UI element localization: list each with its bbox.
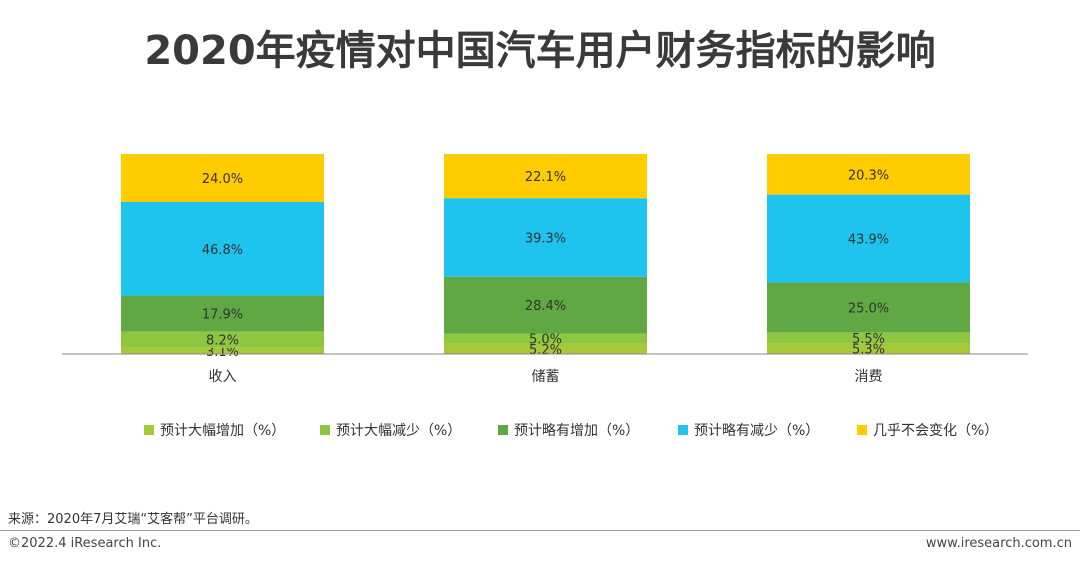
bar-segment-1-1 [444, 333, 647, 344]
data-label-1-3: 39.3% [525, 232, 566, 247]
copyright-text: ©2022.4 iResearch Inc. [8, 536, 162, 551]
bar-segment-0-1 [121, 331, 324, 348]
website-link[interactable]: www.iresearch.com.cn [925, 536, 1072, 551]
chart-legend: 预计大幅增加（%） 预计大幅减少（%） 预计略有增加（%） 预计略有减少（%） 几乎不会… [0, 420, 1080, 444]
bar-segment-1-3 [444, 198, 647, 277]
bar-segment-1-0 [444, 343, 647, 354]
bar-segment-2-1 [767, 332, 970, 344]
data-label-0-1: 8.2% [206, 334, 239, 349]
data-label-2-4: 20.3% [848, 168, 889, 183]
category-label-0: 收入 [209, 369, 237, 385]
bar-segment-0-3 [121, 202, 324, 296]
legend-item-4: 几乎不会变化（%） [857, 420, 998, 440]
category-label-2: 消费 [855, 369, 883, 385]
data-label-0-3: 46.8% [202, 243, 243, 258]
data-label-1-1: 5.0% [529, 333, 562, 348]
legend-label: 预计略有减少（%） [694, 423, 820, 439]
data-label-1-2: 28.4% [525, 299, 566, 314]
legend-label: 预计大幅减少（%） [336, 423, 462, 439]
bar-segment-2-3 [767, 194, 970, 283]
legend-swatch [678, 425, 688, 435]
footer-divider [0, 530, 1080, 531]
legend-swatch [857, 425, 867, 435]
bar-segment-2-2 [767, 282, 970, 333]
data-label-2-3: 43.9% [848, 233, 889, 248]
data-label-0-0: 3.1% [206, 345, 239, 360]
legend-item-1: 预计大幅减少（%） [320, 420, 461, 440]
legend-label: 预计大幅增加（%） [160, 423, 286, 439]
bar-segment-0-0 [121, 347, 324, 354]
data-label-0-4: 24.0% [202, 172, 243, 187]
bar-segment-0-4 [121, 154, 324, 202]
bar-segment-2-4 [767, 154, 970, 195]
bar-segment-0-2 [121, 295, 324, 332]
legend-label: 几乎不会变化（%） [873, 423, 999, 439]
legend-label: 预计略有增加（%） [514, 423, 640, 439]
data-label-2-2: 25.0% [848, 301, 889, 316]
bar-segment-1-2 [444, 276, 647, 334]
legend-swatch [320, 425, 330, 435]
category-label-1: 储蓄 [532, 369, 560, 385]
legend-swatch [144, 425, 154, 435]
legend-item-0: 预计大幅增加（%） [144, 420, 285, 440]
legend-item-2: 预计略有增加（%） [498, 420, 639, 440]
data-label-2-1: 5.5% [852, 332, 885, 347]
page-title: 2020年疫情对中国汽车用户财务指标的影响 [144, 28, 936, 74]
bar-segment-2-0 [767, 343, 970, 354]
bar-segment-1-4 [444, 154, 647, 199]
stacked-bar-chart: 3.1%8.2%17.9%46.8%24.0%收入5.2%5.0%28.4%39… [62, 154, 1028, 385]
legend-swatch [498, 425, 508, 435]
source-note: 来源：2020年7月艾瑞“艾客帮”平台调研。 [8, 512, 258, 527]
data-label-1-4: 22.1% [525, 170, 566, 185]
data-label-0-2: 17.9% [202, 308, 243, 323]
legend-item-3: 预计略有减少（%） [678, 420, 819, 440]
